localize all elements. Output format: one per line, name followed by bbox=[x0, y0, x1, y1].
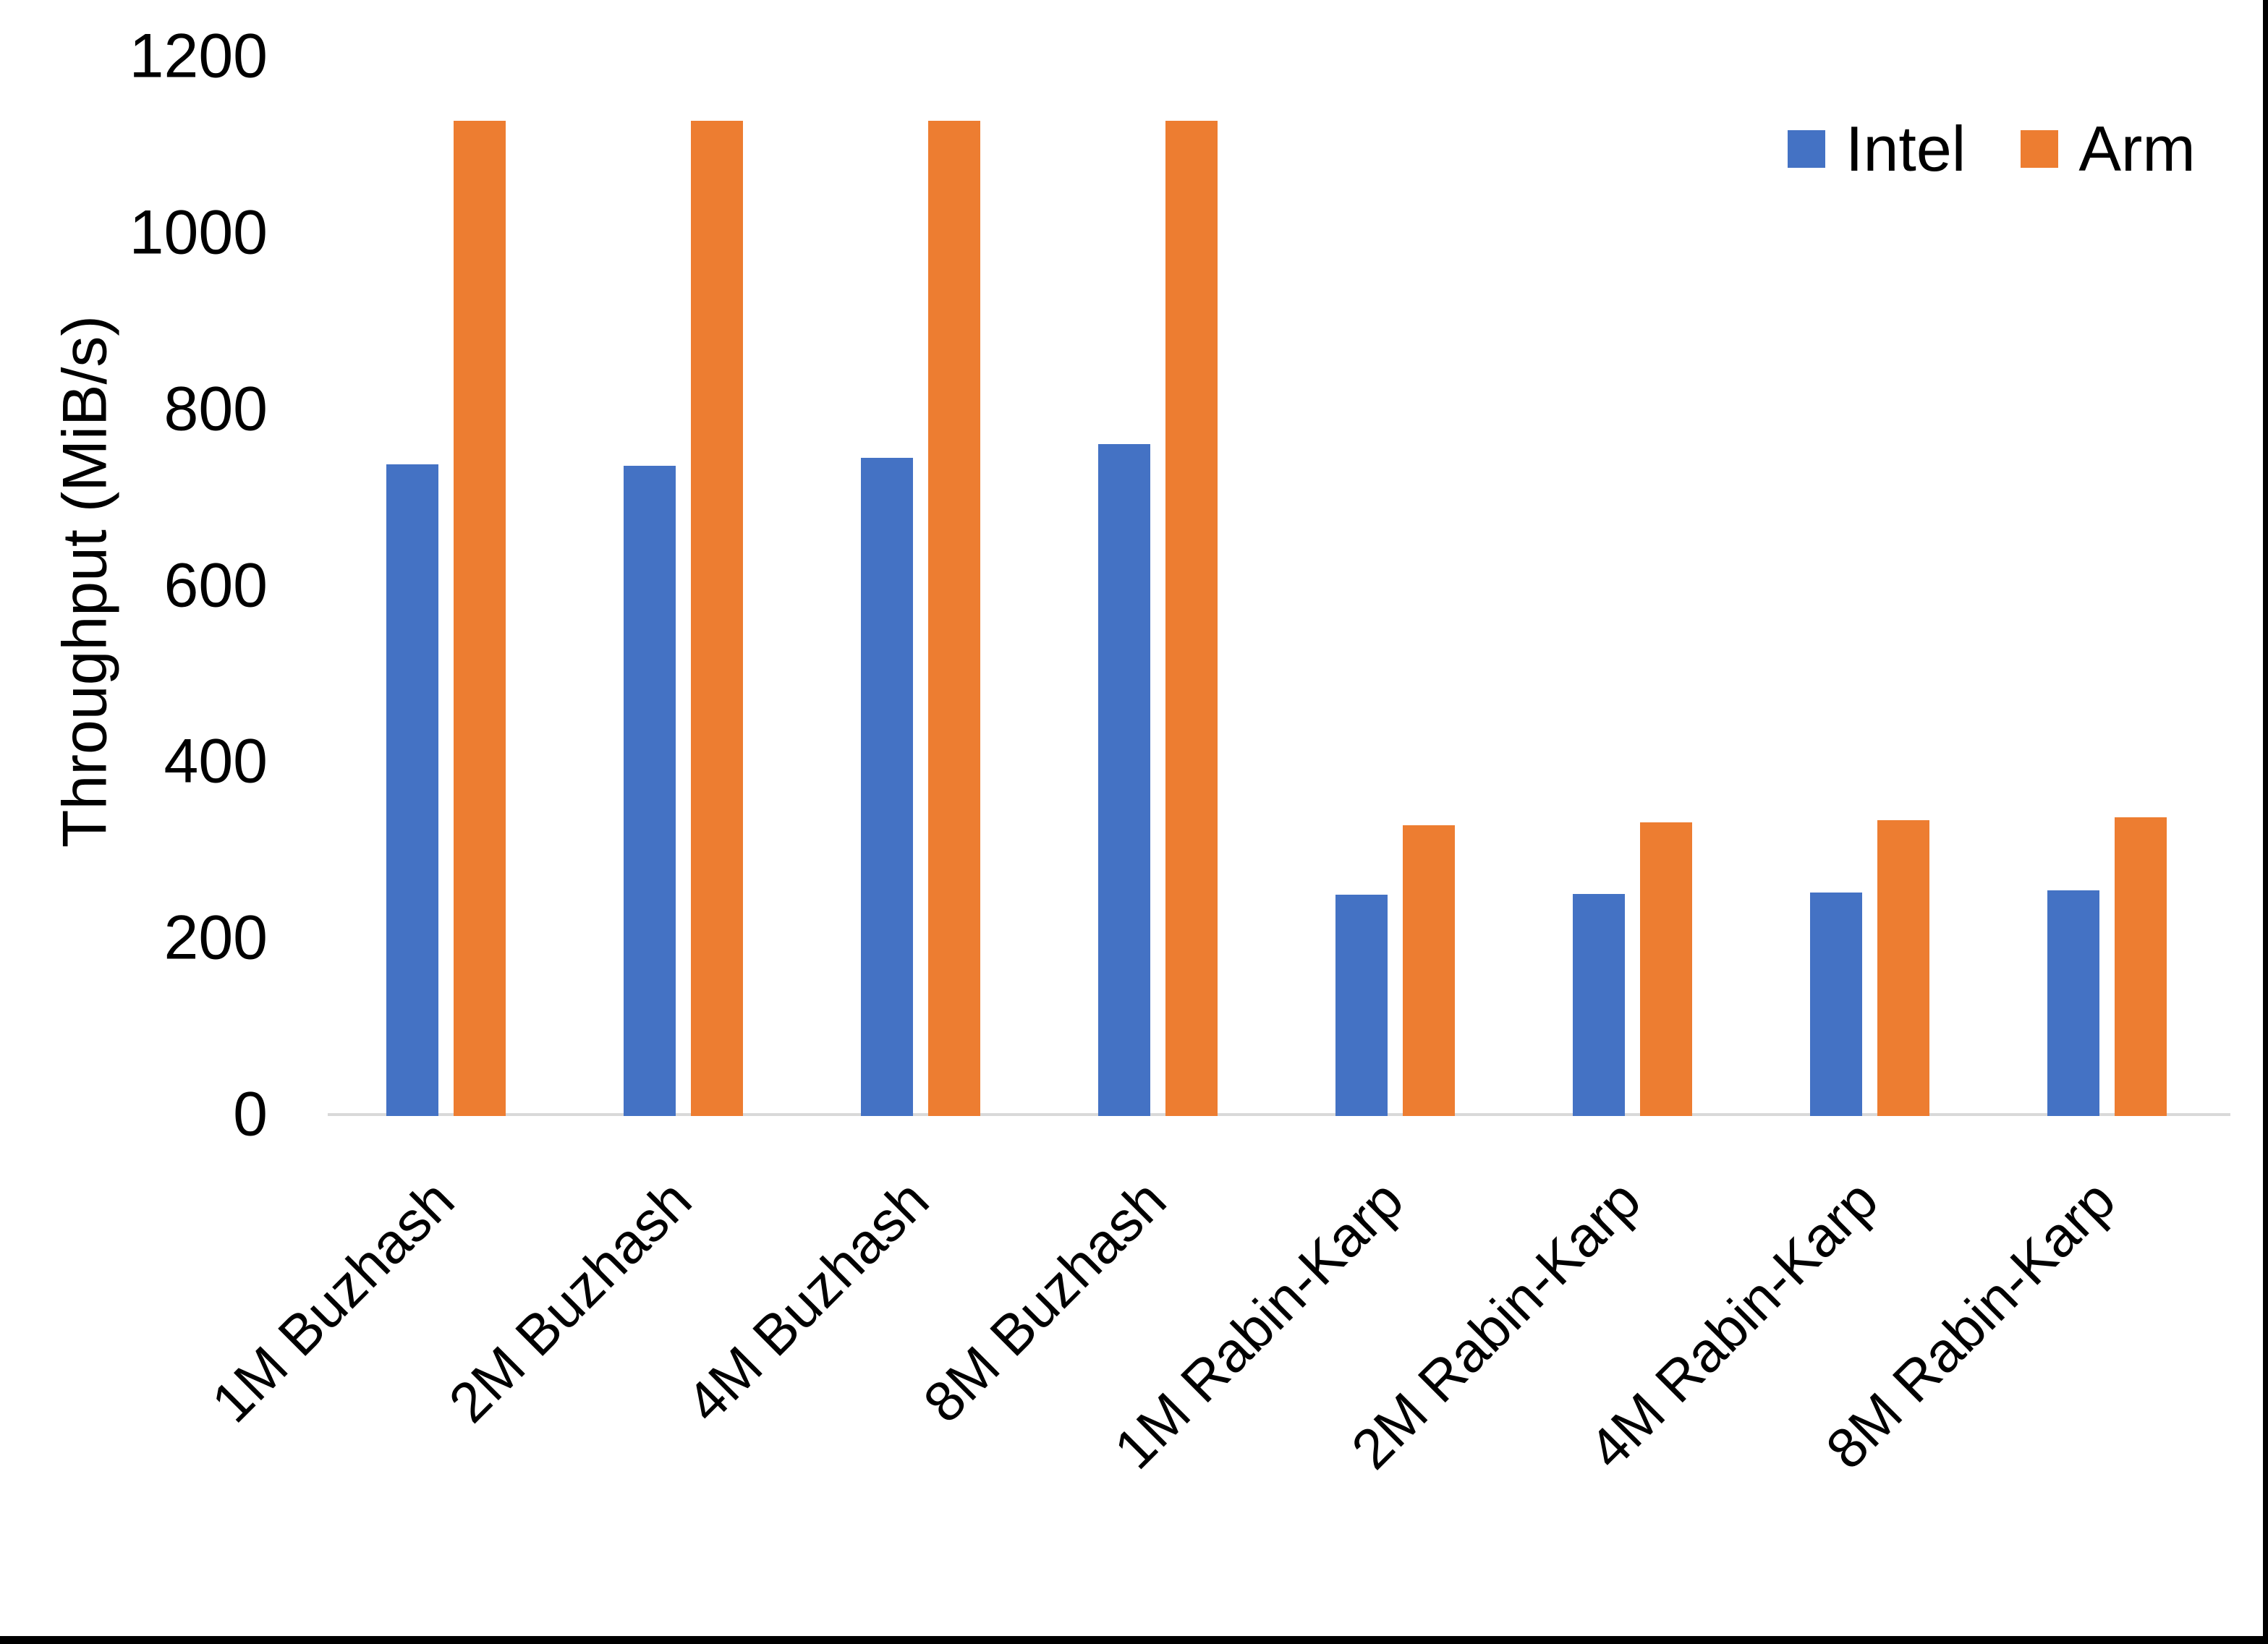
bar-arm-2 bbox=[691, 121, 743, 1116]
x-category-label: 8M Buzhash bbox=[911, 1167, 1178, 1435]
legend-item-intel: Intel bbox=[1788, 117, 1966, 181]
page-border-right bbox=[2263, 0, 2268, 1644]
x-category-label: 2M Buzhash bbox=[436, 1167, 704, 1435]
y-tick-label: 800 bbox=[163, 374, 268, 444]
y-axis-title: Throughput (MiB/s) bbox=[50, 315, 120, 848]
x-category-label: 4M Buzhash bbox=[674, 1167, 941, 1435]
legend-swatch-arm bbox=[2021, 130, 2059, 168]
bar-intel-2 bbox=[624, 466, 676, 1116]
bar-intel-8 bbox=[2047, 890, 2099, 1116]
bar-arm-1 bbox=[454, 121, 506, 1116]
y-tick-label: 1200 bbox=[129, 21, 268, 91]
bar-arm-4 bbox=[1165, 121, 1218, 1116]
bar-intel-7 bbox=[1810, 893, 1862, 1116]
legend: Intel Arm bbox=[1788, 117, 2196, 181]
y-tick-label: 600 bbox=[163, 550, 268, 620]
y-tick-label: 200 bbox=[163, 903, 268, 973]
legend-label-intel: Intel bbox=[1846, 113, 1966, 184]
y-tick-label: 0 bbox=[233, 1079, 268, 1149]
bar-intel-6 bbox=[1573, 894, 1625, 1116]
x-axis-line bbox=[328, 1113, 2230, 1116]
y-tick-label: 1000 bbox=[129, 197, 268, 268]
bar-arm-8 bbox=[2115, 817, 2167, 1116]
legend-swatch-intel bbox=[1788, 130, 1825, 168]
bar-intel-1 bbox=[386, 464, 438, 1116]
bar-arm-6 bbox=[1640, 822, 1692, 1116]
bar-arm-7 bbox=[1877, 820, 1929, 1116]
legend-label-arm: Arm bbox=[2078, 113, 2196, 184]
bar-intel-3 bbox=[861, 458, 913, 1116]
bar-arm-3 bbox=[928, 121, 980, 1116]
y-tick-label: 400 bbox=[163, 726, 268, 796]
page-border-bottom bbox=[0, 1636, 2268, 1644]
bar-intel-5 bbox=[1335, 895, 1388, 1116]
bar-intel-4 bbox=[1098, 444, 1150, 1116]
bar-arm-5 bbox=[1403, 825, 1455, 1116]
x-category-label: 1M Buzhash bbox=[199, 1167, 467, 1435]
legend-item-arm: Arm bbox=[2021, 113, 2196, 184]
